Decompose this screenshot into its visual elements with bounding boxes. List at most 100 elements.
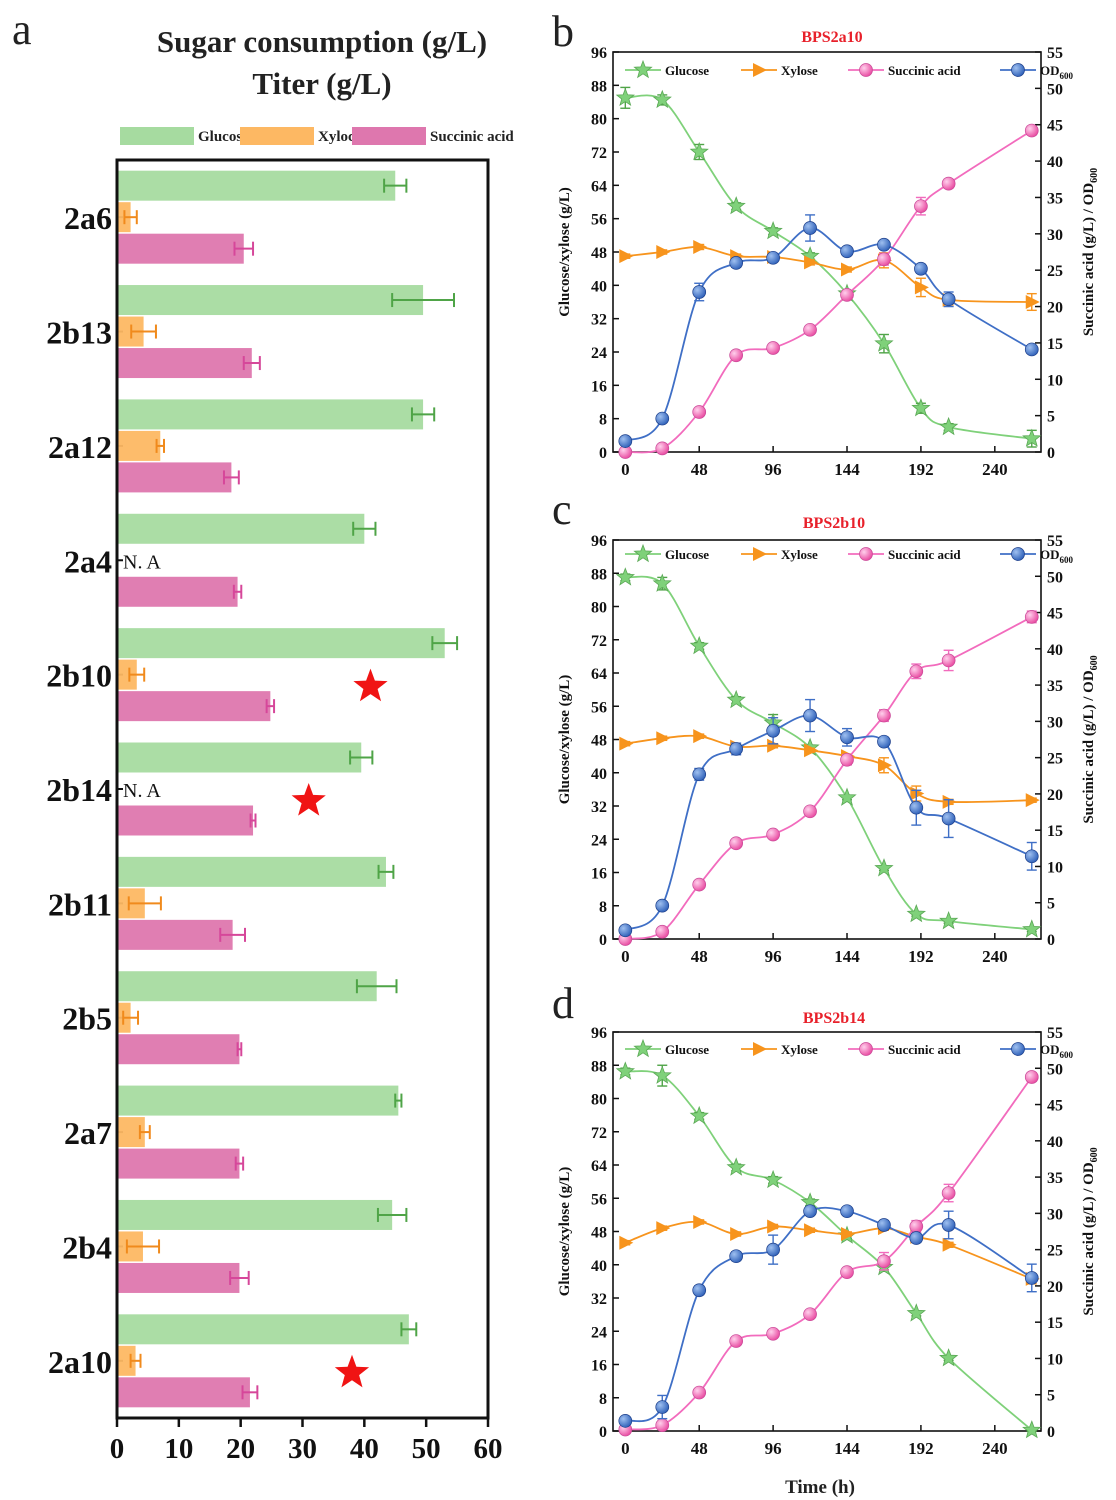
data-point-3: [914, 261, 928, 276]
legend-label-text: OD: [1040, 63, 1060, 78]
legend-label-text: Xylose: [781, 1042, 818, 1057]
data-point-0: [726, 689, 746, 709]
legend-label-text: OD: [1040, 547, 1060, 562]
y-right-axis-title-main: Succinic acid (g/L) / OD: [1081, 1162, 1097, 1316]
y-left-tick-label: 0: [599, 1424, 607, 1441]
y-left-tick-label: 8: [599, 899, 607, 916]
y-right-axis-title: Succinic acid (g/L) / OD600: [1081, 655, 1100, 823]
y-left-tick-label: 48: [591, 1225, 607, 1242]
category-label: 2a6: [64, 200, 112, 236]
y-left-tick-label: 0: [599, 445, 607, 462]
x-tick-label: 0: [621, 460, 630, 479]
data-point-1: [910, 786, 925, 801]
data-point-3: [909, 800, 924, 815]
category-label: 2a10: [48, 1344, 112, 1380]
data-point-3: [618, 923, 633, 938]
legend-label-text: Xylose: [781, 63, 818, 78]
data-point-0: [652, 573, 672, 592]
legend-label-2: Succinic acid: [430, 129, 514, 145]
x-tick-label: 144: [834, 460, 860, 479]
bar-succinic-acid: [117, 1034, 240, 1065]
data-point-1: [619, 249, 634, 264]
x-tick-label: 0: [621, 947, 630, 966]
bar-succinic-acid: [117, 919, 233, 950]
data-point-0: [615, 87, 635, 107]
data-point-3: [692, 767, 707, 782]
data-point-0: [939, 910, 959, 930]
bar-glucose: [117, 1199, 393, 1230]
y-left-tick-label: 32: [591, 1291, 607, 1308]
x-tick-label: 30: [288, 1433, 317, 1465]
x-tick-label: 0: [110, 1433, 125, 1465]
data-point-2: [729, 836, 744, 851]
legend-marker-0: [633, 543, 653, 563]
data-point-2: [941, 653, 956, 668]
bar-glucose: [117, 285, 424, 316]
legend-label-0: Glucose: [665, 547, 709, 562]
y-right-tick-label: 20: [1047, 300, 1063, 317]
category-label: 2a4: [64, 543, 112, 579]
y-right-tick-label: 10: [1047, 372, 1063, 389]
y-left-tick-label: 56: [591, 1191, 607, 1208]
bar-glucose: [117, 856, 386, 887]
x-tick-label: 240: [982, 1439, 1008, 1458]
y-left-tick-label: 64: [591, 1158, 607, 1175]
data-point-0: [689, 635, 709, 655]
y-left-tick-label: 56: [591, 699, 607, 716]
data-point-0: [911, 398, 931, 417]
data-point-2: [729, 348, 744, 363]
legend-label-3: OD600: [1040, 1042, 1074, 1060]
legend-label-0: Glucose: [665, 63, 709, 78]
y-left-tick-label: 32: [591, 799, 607, 816]
x-tick-label: 48: [691, 947, 708, 966]
data-point-1: [1025, 793, 1040, 808]
legend-label-text: Glucose: [665, 1042, 709, 1057]
panel-label-d: d: [552, 979, 574, 1028]
bar-succinic-acid: [117, 348, 252, 379]
series-line-3: [624, 227, 1033, 442]
bar-succinic-acid: [117, 462, 232, 493]
legend-marker-2: [859, 547, 873, 561]
data-point-0: [763, 1169, 783, 1189]
data-point-0: [1022, 428, 1042, 447]
legend-label-sub: 600: [1060, 1050, 1074, 1060]
y-left-tick-label: 72: [591, 145, 607, 162]
chart-c-title: BPS2b10: [803, 515, 865, 532]
data-point-3: [877, 734, 891, 749]
y-right-tick-label: 0: [1047, 1424, 1055, 1441]
y-right-tick-label: 40: [1047, 154, 1063, 171]
data-point-3: [655, 411, 670, 426]
na-label: N. A: [123, 780, 161, 802]
data-point-2: [1024, 610, 1039, 624]
data-point-3: [840, 730, 854, 745]
data-point-0: [726, 1157, 746, 1176]
y-right-tick-label: 15: [1047, 823, 1063, 840]
y-left-tick-label: 64: [591, 666, 607, 683]
data-point-0: [939, 1348, 959, 1367]
chart-a-bar-chart: Glucose Xyloce Succinic acid 2a6 2b13 2a12 2a4…: [46, 127, 514, 1465]
y-left-tick-label: 32: [591, 312, 607, 329]
data-point-2: [840, 752, 854, 767]
data-point-0: [763, 221, 783, 240]
chart-c-time-course: 0 8 16 24 32 40 48 56 64 72 80 88 96 0 5 10 15 20 25 30 35 40…: [557, 533, 1100, 966]
chart-b-title: BPS2a10: [801, 29, 862, 46]
y-right-tick-label: 15: [1047, 1315, 1063, 1332]
data-point-1: [693, 240, 708, 254]
legend-swatch-2: [352, 127, 426, 145]
legend-label-text: Succinic acid: [888, 1042, 961, 1057]
chart-b-time-course: 0 8 16 24 32 40 48 56 64 72 80 88 96 0 5 10 15 20 25 30 35 40…: [557, 45, 1100, 479]
data-point-1: [656, 731, 671, 746]
data-point-3: [692, 285, 707, 299]
x-tick-label: 192: [908, 1439, 934, 1458]
x-tick-label: 50: [412, 1433, 441, 1465]
x-tick-label: 60: [474, 1433, 503, 1465]
series-line-3: [624, 1206, 1033, 1423]
legend-label-2: Succinic acid: [888, 547, 961, 562]
y-right-axis-title: Succinic acid (g/L) / OD600: [1081, 168, 1100, 336]
legend-label-2: Succinic acid: [888, 63, 961, 78]
data-point-0: [615, 567, 635, 586]
data-point-2: [1024, 123, 1039, 138]
category-label: 2b13: [46, 315, 112, 351]
data-point-3: [840, 1204, 854, 1219]
data-point-1: [767, 738, 782, 753]
